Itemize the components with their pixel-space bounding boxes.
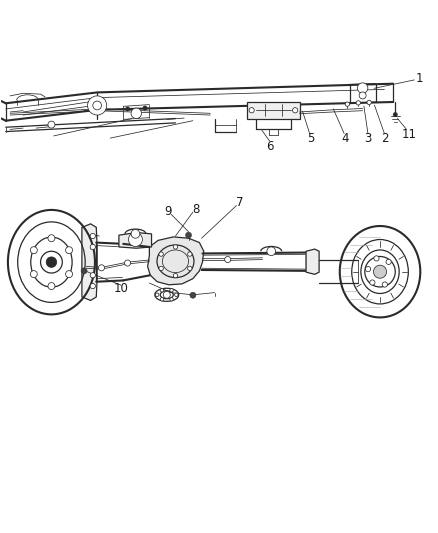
Circle shape [370,280,375,285]
Circle shape [48,282,55,289]
Circle shape [173,273,178,278]
Text: 3: 3 [364,133,372,146]
FancyBboxPatch shape [247,102,300,118]
Circle shape [159,266,163,271]
Circle shape [173,245,178,249]
Circle shape [163,292,170,298]
Circle shape [190,292,196,298]
Text: 4: 4 [342,133,349,146]
Polygon shape [119,232,152,248]
Circle shape [345,102,350,107]
Circle shape [357,83,368,93]
Circle shape [393,112,397,117]
Circle shape [382,282,387,287]
Circle shape [170,297,173,301]
Circle shape [187,252,192,256]
Circle shape [187,266,192,271]
Circle shape [267,247,276,256]
Circle shape [225,256,231,263]
Circle shape [365,266,371,272]
Circle shape [66,271,73,278]
Polygon shape [148,237,204,285]
Circle shape [90,284,95,289]
Circle shape [365,256,395,287]
Text: 5: 5 [307,133,314,146]
Text: 2: 2 [381,133,389,146]
Text: 9: 9 [164,205,171,218]
Circle shape [41,251,62,273]
Circle shape [293,108,298,113]
Text: 10: 10 [113,282,128,295]
Circle shape [131,230,140,238]
Circle shape [374,265,387,278]
Circle shape [124,260,131,266]
Circle shape [155,293,159,296]
Circle shape [30,247,37,254]
Circle shape [88,96,107,115]
Circle shape [185,232,191,238]
Circle shape [374,256,379,261]
Circle shape [175,293,178,296]
Circle shape [386,259,391,264]
Circle shape [90,233,95,239]
Circle shape [359,92,366,99]
Circle shape [159,252,163,256]
Circle shape [131,108,141,118]
Circle shape [128,232,142,246]
Text: 1: 1 [416,71,423,85]
Text: 6: 6 [267,140,274,153]
Circle shape [367,100,371,104]
Polygon shape [82,224,97,301]
Circle shape [160,288,164,292]
Text: 7: 7 [236,196,244,209]
Polygon shape [306,249,319,274]
Circle shape [125,107,130,111]
Circle shape [90,244,95,249]
Circle shape [46,257,57,268]
Circle shape [48,235,55,241]
Circle shape [66,247,73,254]
Circle shape [160,297,164,301]
Circle shape [356,101,360,105]
Circle shape [93,101,102,110]
Circle shape [143,106,147,110]
Text: 8: 8 [193,203,200,215]
Circle shape [81,268,87,274]
Circle shape [48,121,55,128]
Circle shape [249,108,254,113]
Circle shape [90,272,95,278]
Circle shape [170,288,173,292]
Circle shape [30,271,37,278]
Text: 11: 11 [402,128,417,141]
Circle shape [99,265,105,271]
